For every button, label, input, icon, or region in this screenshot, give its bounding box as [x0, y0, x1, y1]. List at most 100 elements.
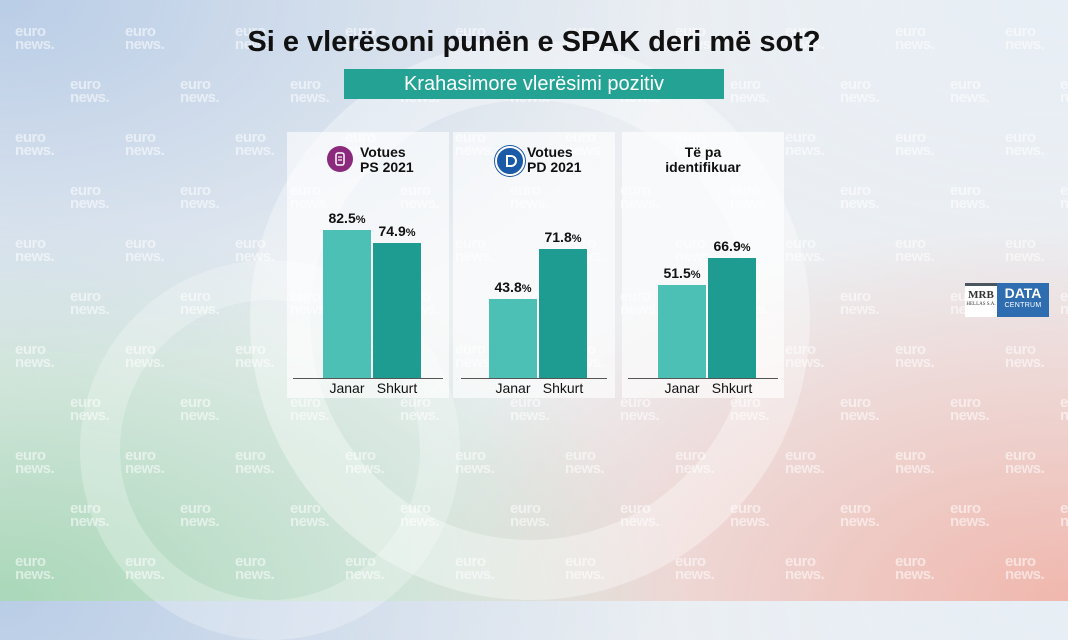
- watermark-line2: news.: [290, 513, 330, 530]
- watermark-line2: news.: [950, 407, 990, 424]
- bar-shkurt: [539, 248, 587, 378]
- watermark-line2: news.: [15, 142, 55, 159]
- bar-value-label: 43.8%: [494, 279, 532, 296]
- watermark-line1: euro: [895, 129, 926, 146]
- watermark-line1: euro: [1060, 394, 1068, 411]
- watermark-line1: euro: [235, 341, 266, 358]
- watermark-line1: euro: [180, 394, 211, 411]
- watermark-line1: euro: [180, 76, 211, 93]
- watermark-line2: news.: [620, 513, 660, 530]
- bar-janar: [323, 229, 371, 378]
- watermark-line1: euro: [510, 500, 541, 517]
- watermark-line1: euro: [235, 235, 266, 252]
- watermark-line2: news.: [620, 407, 660, 424]
- watermark-line2: news.: [125, 142, 165, 159]
- watermark-line2: news.: [510, 513, 550, 530]
- watermark-line2: news.: [180, 513, 220, 530]
- data-centrum-logo: DATA CENTRUM: [997, 283, 1049, 317]
- watermark-line1: euro: [675, 447, 706, 464]
- watermark-line2: news.: [1060, 301, 1068, 318]
- watermark-line2: news.: [70, 301, 110, 318]
- watermark-line1: euro: [235, 553, 266, 570]
- watermark-line2: news.: [400, 407, 440, 424]
- watermark-line2: news.: [15, 354, 55, 371]
- bar-value-label: 51.5%: [663, 265, 701, 282]
- chart-subtitle: Krahasimore vlerësimi pozitiv: [344, 69, 724, 99]
- watermark-line1: euro: [400, 500, 431, 517]
- watermark-line2: news.: [895, 566, 935, 583]
- watermark-line1: euro: [15, 129, 46, 146]
- watermark-line1: euro: [840, 394, 871, 411]
- bar-janar: [489, 299, 537, 378]
- category-label: Shkurt: [542, 380, 584, 396]
- bar-shkurt: [708, 257, 756, 378]
- watermark-line2: news.: [70, 89, 110, 106]
- watermark-line1: euro: [785, 235, 816, 252]
- watermark-line1: euro: [125, 129, 156, 146]
- watermark-line2: news.: [840, 301, 880, 318]
- watermark-line2: news.: [1060, 195, 1068, 212]
- watermark-line2: news.: [895, 354, 935, 371]
- watermark-line2: news.: [1005, 460, 1045, 477]
- watermark-line2: news.: [15, 248, 55, 265]
- watermark-line2: news.: [290, 407, 330, 424]
- watermark-line1: euro: [235, 447, 266, 464]
- panel-label-line2: PD 2021: [527, 159, 582, 175]
- watermark-line1: euro: [840, 500, 871, 517]
- watermark-line1: euro: [950, 500, 981, 517]
- watermark-line1: euro: [565, 553, 596, 570]
- watermark-line2: news.: [235, 460, 275, 477]
- watermark-line1: euro: [290, 500, 321, 517]
- panel-label-line1: Votues: [360, 144, 406, 160]
- watermark-line2: news.: [15, 460, 55, 477]
- bar-janar: [658, 285, 706, 378]
- watermark-line1: euro: [180, 182, 211, 199]
- watermark-line2: news.: [950, 513, 990, 530]
- watermark-line2: news.: [785, 566, 825, 583]
- watermark-line1: euro: [70, 76, 101, 93]
- category-label: Shkurt: [376, 380, 418, 396]
- watermark-line2: news.: [1060, 407, 1068, 424]
- watermark-line1: euro: [1005, 447, 1036, 464]
- centrum-logo-text: CENTRUM: [1004, 302, 1042, 309]
- watermark-line2: news.: [675, 460, 715, 477]
- watermark-line2: news.: [180, 407, 220, 424]
- watermark-line2: news.: [455, 566, 495, 583]
- watermark-line2: news.: [785, 142, 825, 159]
- bar-value-label: 71.8%: [544, 228, 582, 245]
- chart-title: Si e vlerësoni punën e SPAK deri më sot?: [247, 26, 821, 58]
